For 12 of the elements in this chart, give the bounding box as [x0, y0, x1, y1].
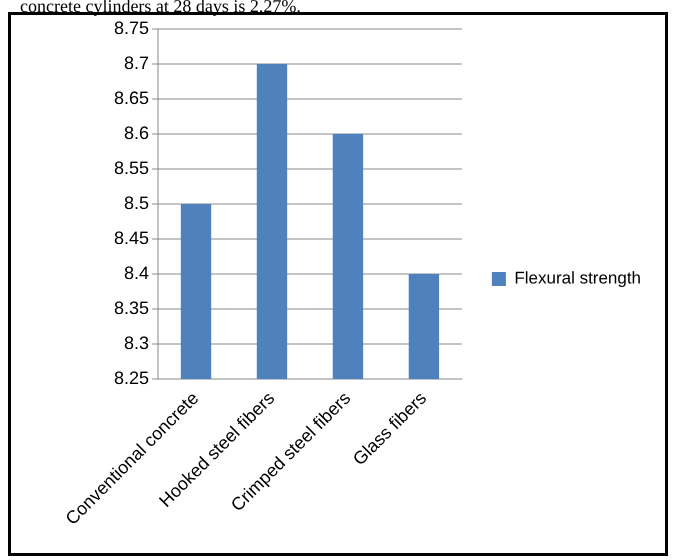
y-tick-label: 8.5 — [124, 192, 150, 213]
y-tick-label: 8.45 — [114, 228, 150, 248]
y-tick-label: 8.4 — [124, 262, 150, 283]
y-tick-label: 8.75 — [114, 18, 150, 38]
y-tick-label: 8.7 — [124, 52, 150, 73]
y-tick-label: 8.6 — [124, 122, 150, 143]
legend-label: Flexural strength — [514, 268, 642, 288]
y-tick-label: 8.55 — [114, 158, 150, 178]
y-tick-label: 8.3 — [124, 333, 150, 354]
y-tick-label: 8.65 — [114, 88, 150, 108]
y-tick-label: 8.35 — [114, 298, 150, 318]
y-tick-label: 8.25 — [114, 368, 150, 388]
